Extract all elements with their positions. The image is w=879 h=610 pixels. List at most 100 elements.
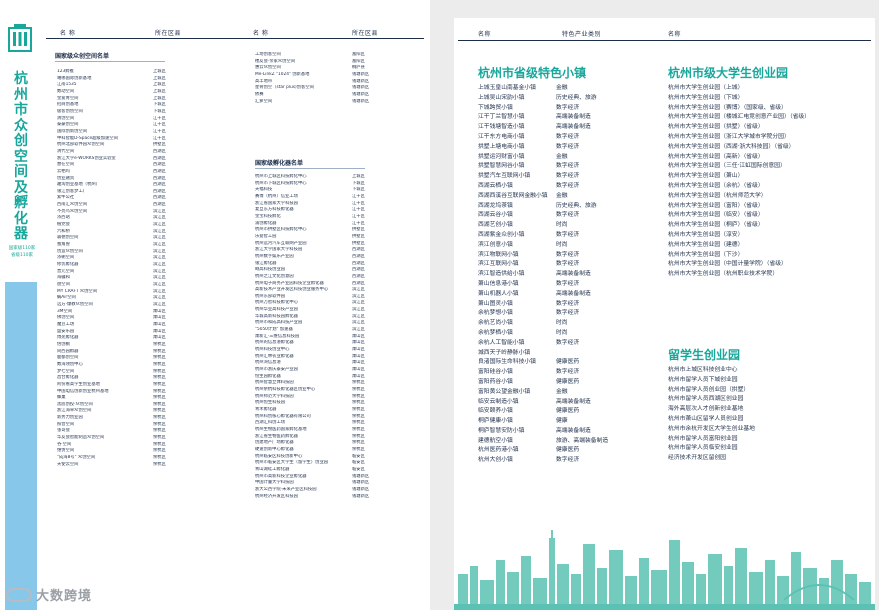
list-item: 高新技术产业开发区科技创业服务中心 滨江区	[255, 287, 427, 294]
makerspace-list: 123孵推 上城区 噶哪国际创新基地 上城区 江南1535 上城区 数动空间 上城区 金爱青空间…	[57, 69, 229, 468]
vertical-title-char: 空	[14, 148, 28, 165]
item-name: 创业融资	[57, 175, 75, 181]
title-overseas-parks: 留学生创业园	[668, 348, 741, 362]
item-district: 下城区	[153, 108, 166, 114]
town-industry: 时尚	[556, 241, 568, 248]
park-item: 杭州市大学生创业园（桐庐）（省级）	[668, 222, 764, 229]
item-name: 创造众创空间	[57, 248, 83, 254]
list-item: "成海8号" 众创空间 余杭区	[57, 455, 229, 462]
list-item: 杭州数字娱乐产业园 西湖区	[255, 254, 427, 261]
item-district: 萧山区	[352, 373, 365, 379]
item-name: 清创空间	[57, 115, 75, 121]
town-item: 上城玉皇山南基金小镇 金融	[478, 84, 668, 94]
park-item: 杭州市大学生创业园（萧山）	[668, 173, 744, 180]
item-district: 西湖区	[153, 188, 166, 194]
list-item: 杭州远河汽车互联网产业园 拱墅区	[255, 241, 427, 248]
item-name: 依赛	[255, 91, 264, 97]
list-item: 青禾孵化器 余杭区	[255, 407, 427, 414]
item-district: 西湖区	[153, 182, 166, 188]
town-item: 滨江互联网小镇 数字经济	[478, 260, 668, 270]
item-district: 萧山区	[153, 315, 166, 321]
vertical-title-char: 众	[14, 117, 28, 134]
item-district: 萧山区	[352, 347, 365, 353]
item-name: 独角兽	[57, 242, 70, 248]
list-item: 阿份看高学生创业基地 余杭区	[57, 382, 229, 389]
item-name: 杭州东部软件园	[255, 293, 286, 299]
overseas-park-item: 杭州市余杭开发区大学生创业基地	[668, 425, 755, 432]
item-district: 临安区	[352, 460, 365, 466]
item-name: 杭州的信息港孵化器	[255, 340, 294, 346]
list-item: 杭州万智科技孵化中心 滨江区	[255, 300, 427, 307]
item-district: 滨江区	[153, 255, 166, 261]
item-name: 悟创橱	[57, 341, 70, 347]
item-name: 浙江省国家大学科技园	[255, 200, 298, 206]
town-industry: 数字经济	[556, 310, 580, 317]
list-item: 金宝科技孵化 江干区	[255, 214, 427, 221]
item-district: 滨江区	[352, 320, 365, 326]
item-name: 杭州电子商务产业园科技企业孵化器	[255, 280, 324, 286]
vertical-title-char: 化	[14, 210, 28, 227]
list-item: 想在空间 西湖区	[57, 162, 229, 169]
town-name: 西湖西溪谷互联网金融小镇	[478, 192, 548, 199]
header-name-2: 名 称	[253, 30, 269, 37]
item-name: 国际创新创空间	[57, 128, 88, 134]
town-item: 江干钱塘智造小镇 高端装备制造	[478, 123, 668, 133]
item-district: 滨江区	[153, 268, 166, 274]
town-item: 富阳药谷小镇 健康医药	[478, 378, 668, 388]
item-district: 富阳区	[352, 52, 365, 57]
item-district: 江干区	[153, 115, 166, 121]
item-name: 杭州智慧立体科技园	[255, 380, 294, 386]
item-district: 西湖区	[352, 253, 365, 259]
item-name: 硬速创新中心孵化器	[255, 446, 294, 452]
town-name: 良渚国际生命科技小镇	[478, 359, 536, 366]
town-item: 富阳黄公望金融小镇 金融	[478, 388, 668, 398]
item-name: 魔豆工坊	[57, 321, 75, 327]
item-district: 江干区	[153, 122, 166, 128]
list-item: 魔豆工坊 萧山区	[57, 322, 229, 329]
item-district: 钱塘新区	[352, 91, 370, 97]
item-name: 银江创客梦工厂	[57, 188, 88, 194]
item-name: 创建地产广场孵化器	[255, 440, 294, 446]
town-industry: 高端装备制造	[556, 398, 591, 405]
list-item: 杭州生物医药国家孵化基地 余杭区	[255, 427, 427, 434]
item-district: 余杭区	[352, 413, 365, 419]
park-item: 杭州市大学生创业园（中国计量学院）（省级）	[668, 261, 787, 268]
item-name: 盘空间	[57, 282, 70, 287]
town-name: 滨江创意小镇	[478, 241, 513, 248]
towns-list: 上城玉皇山南基金小镇 金融 上城吴山宋韵小镇 历史经典、旅游 下城跨贸小镇 数字经济 江干丁…	[478, 84, 668, 466]
watermark: 大数跨境	[6, 585, 92, 604]
item-name: 想在空间	[57, 162, 75, 168]
left-page: 杭州市众创空间及孵化器 国家级110家 省级110家 名 称 所在区县 名 称 …	[0, 0, 430, 610]
list-item: 杭州市上城区科技孵化中心 上城区	[255, 174, 427, 181]
item-name: 紫牛公社	[57, 195, 75, 201]
item-name: 星骨创空（star plus)创客空间	[255, 85, 314, 91]
item-name: 蜗Air空间	[57, 295, 76, 301]
item-district: 滨江区	[153, 215, 166, 221]
item-name: 云栖坞	[57, 168, 70, 174]
town-name: 萧山信息港小镇	[478, 280, 519, 287]
subtitle: 国家级110家 省级110家	[2, 245, 42, 259]
list-item: 薏元空间 滨江区	[57, 269, 229, 276]
item-district: 西湖区	[352, 260, 365, 266]
list-item: 杭州余杭科技孵化器区创业中心 余杭区	[255, 387, 427, 394]
item-name: 杭州师范大学科技园	[255, 393, 294, 399]
list-item: 杭州电子商务产业园科技企业孵化器 西湖区	[255, 281, 427, 288]
town-industry: 高端装备制造	[556, 271, 591, 278]
list-item: 修优孵化器 滨江区	[57, 262, 229, 269]
item-district: 江干区	[153, 135, 166, 141]
item-name: 杭州湾信息港	[255, 360, 281, 366]
item-name: 杭州市高新科技企业孵化器	[255, 473, 307, 479]
item-district: 上城区	[153, 95, 166, 101]
item-name: 金宝科技孵化	[255, 213, 281, 219]
item-name: 数动空间	[57, 88, 75, 94]
vertical-title-char: 市	[14, 102, 28, 118]
item-name: 杭州市浙庆泰安产业园	[255, 367, 298, 373]
town-item: 上城吴山宋韵小镇 历史经典、旅游	[478, 94, 668, 104]
town-name: 江干钱塘智造小镇	[478, 124, 525, 131]
town-industry: 数字经济	[556, 173, 580, 180]
item-district: 钱塘新区	[352, 480, 370, 486]
item-name: 极客创创空间	[57, 108, 83, 114]
town-item: 良渚国际生命科技小镇 健康医药	[478, 358, 668, 368]
town-item: 萧山机器人小镇 高端装备制造	[478, 290, 668, 300]
item-name: 乐益智工园	[255, 233, 277, 239]
